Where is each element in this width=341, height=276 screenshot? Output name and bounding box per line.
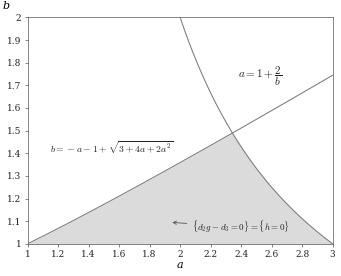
Text: $a = 1 + \dfrac{2}{b}$: $a = 1 + \dfrac{2}{b}$ — [238, 65, 282, 88]
X-axis label: a: a — [177, 261, 183, 270]
Text: $\{d_2 g - d_3 = 0\} = \{h = 0\}$: $\{d_2 g - d_3 = 0\} = \{h = 0\}$ — [173, 219, 291, 235]
Text: $b = -a - 1 + \sqrt{3 + 4a + 2a^2}$: $b = -a - 1 + \sqrt{3 + 4a + 2a^2}$ — [50, 139, 174, 156]
Y-axis label: b: b — [3, 1, 10, 11]
